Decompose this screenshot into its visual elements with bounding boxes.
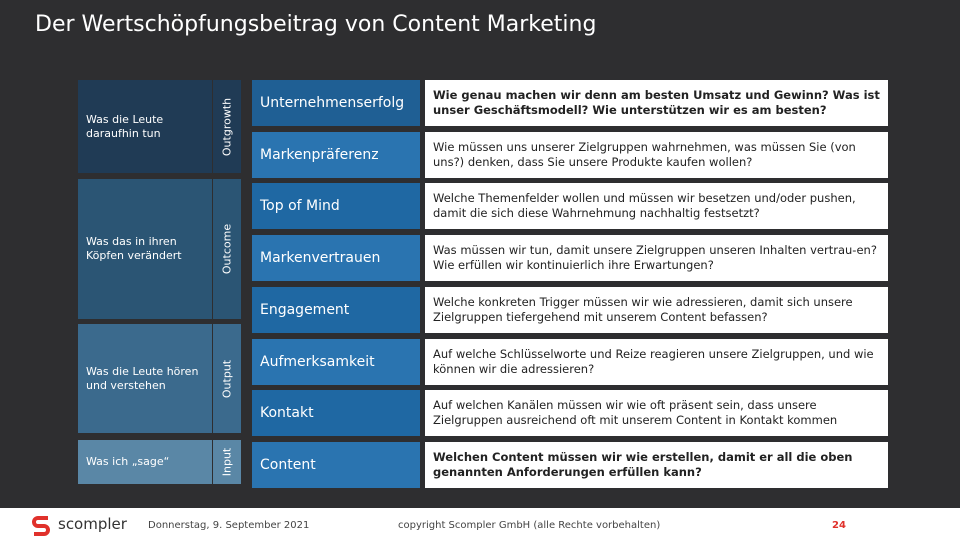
row-name: Markenpräferenz: [252, 131, 420, 178]
stage-strip: Output: [213, 324, 241, 433]
stage-label: Was die Leute daraufhin tun: [78, 80, 212, 173]
title: Der Wertschöpfungsbeitrag von Content Ma…: [35, 12, 597, 37]
stage-level: Outcome: [220, 223, 234, 275]
row-name: Unternehmenserfolg: [252, 80, 420, 126]
stage-level: Input: [220, 447, 234, 477]
row-question: Auf welche Schlüsselworte und Reize reag…: [425, 338, 888, 385]
stage-strip: Outgrowth: [213, 80, 241, 173]
stage-level: Outgrowth: [220, 97, 234, 156]
row-name: Markenvertrauen: [252, 235, 420, 282]
row-question: Welche Themenfelder wollen und müssen wi…: [425, 183, 888, 230]
logo-text: scompler: [58, 515, 127, 533]
page-number: 24: [832, 520, 846, 531]
row-name: Aufmerksamkeit: [252, 338, 420, 385]
stage-strip: Outcome: [213, 179, 241, 319]
stage-label: Was die Leute hören und verstehen: [78, 324, 212, 433]
row-question: Was müssen wir tun, damit unsere Zielgru…: [425, 235, 888, 282]
row-question: Welche konkreten Trigger müssen wir wie …: [425, 286, 888, 333]
stage-label: Was ich „sage“: [78, 440, 212, 484]
stage-label: Was das in ihren Köpfen verändert: [78, 179, 212, 319]
footer: scompler Donnerstag, 9. September 2021 c…: [0, 508, 960, 540]
stage-strip: Input: [213, 440, 241, 484]
row-question: Wie genau machen wir denn am besten Umsa…: [425, 80, 888, 126]
date: Donnerstag, 9. September 2021: [148, 520, 310, 531]
stage-level: Output: [220, 359, 234, 398]
row-question: Wie müssen uns unserer Zielgruppen wahrn…: [425, 131, 888, 178]
row-name: Top of Mind: [252, 183, 420, 230]
row-question: Auf welchen Kanälen müssen wir wie oft p…: [425, 390, 888, 437]
row-name: Kontakt: [252, 390, 420, 437]
row-name: Content: [252, 441, 420, 488]
logo-icon: [32, 516, 50, 536]
row-question: Welchen Content müssen wir wie erstellen…: [425, 441, 888, 488]
row-name: Engagement: [252, 286, 420, 333]
copyright: copyright Scompler GmbH (alle Rechte vor…: [398, 520, 661, 531]
